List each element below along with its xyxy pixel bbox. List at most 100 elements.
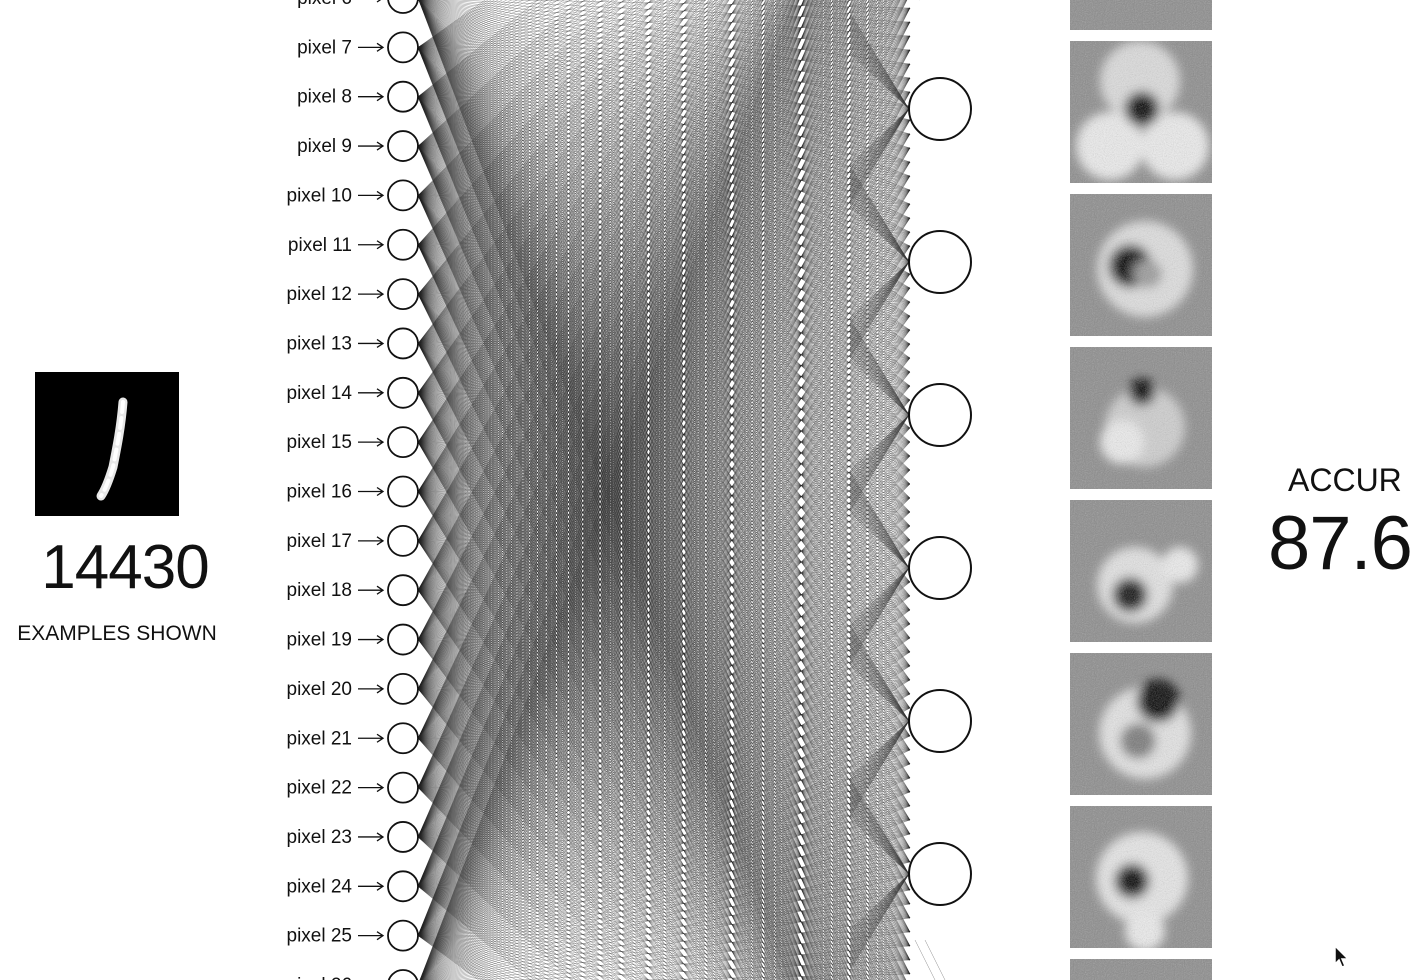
arrow-right-icon bbox=[358, 536, 385, 546]
arrow-right-icon bbox=[358, 388, 385, 398]
hidden-layer bbox=[908, 77, 972, 906]
input-neuron bbox=[387, 722, 419, 755]
hidden-neuron bbox=[908, 842, 972, 906]
arrow-right-icon bbox=[358, 832, 385, 842]
arrow-right-icon bbox=[358, 437, 385, 447]
input-node: pixel 7 bbox=[297, 31, 419, 64]
arrow-right-icon bbox=[358, 931, 385, 941]
arrow-right-icon bbox=[358, 486, 385, 497]
pixel-label: pixel 12 bbox=[287, 284, 353, 305]
input-layer: pixel 6 pixel 7 pixel 8 pixel 9 pixel 10 pixe… bbox=[287, 0, 419, 980]
input-neuron bbox=[387, 870, 419, 903]
weight-image bbox=[1070, 0, 1212, 30]
input-neuron bbox=[387, 80, 419, 113]
arrow-right-icon bbox=[358, 585, 385, 595]
input-neuron bbox=[387, 771, 419, 804]
input-node: pixel 17 bbox=[287, 524, 419, 557]
weight-image bbox=[1070, 806, 1212, 948]
input-node: pixel 25 bbox=[287, 919, 419, 952]
input-neuron bbox=[387, 673, 419, 705]
pixel-label: pixel 16 bbox=[287, 482, 353, 503]
examples-count: 14430 bbox=[41, 533, 209, 602]
input-neuron bbox=[387, 574, 419, 607]
pixel-label: pixel 19 bbox=[287, 630, 353, 651]
pixel-label: pixel 23 bbox=[287, 827, 353, 848]
input-neuron bbox=[387, 179, 419, 212]
input-neuron bbox=[387, 278, 419, 311]
arrow-right-icon bbox=[358, 635, 385, 645]
input-node: pixel 10 bbox=[287, 179, 419, 212]
pixel-label: pixel 26 bbox=[287, 975, 353, 980]
examples-label: EXAMPLES SHOWN bbox=[17, 622, 217, 645]
weight-image bbox=[1070, 41, 1212, 183]
pixel-label: pixel 14 bbox=[287, 383, 353, 404]
arrow-right-icon bbox=[376, 0, 382, 3]
hidden-neuron bbox=[908, 77, 972, 141]
pixel-label: pixel 13 bbox=[287, 333, 353, 354]
input-neuron bbox=[387, 31, 419, 64]
pixel-label: pixel 8 bbox=[297, 87, 352, 108]
input-neuron bbox=[387, 969, 419, 980]
input-neuron bbox=[387, 376, 419, 409]
input-neuron bbox=[387, 426, 419, 459]
hidden-neuron bbox=[908, 536, 972, 600]
input-neuron bbox=[387, 524, 419, 557]
input-neuron bbox=[387, 821, 419, 853]
hidden-output-links bbox=[849, 0, 946, 980]
arrow-right-icon bbox=[358, 42, 385, 52]
input-node: pixel 20 bbox=[287, 673, 419, 705]
hidden-neuron bbox=[908, 230, 972, 294]
sample-digit-image bbox=[35, 372, 179, 516]
pixel-label: pixel 20 bbox=[287, 679, 353, 700]
hidden-neuron bbox=[908, 689, 972, 753]
arrow-right-icon bbox=[358, 338, 385, 348]
pixel-label: pixel 15 bbox=[287, 432, 353, 453]
input-node: pixel 23 bbox=[287, 821, 419, 853]
input-node: pixel 9 bbox=[297, 130, 419, 162]
input-node: pixel 18 bbox=[287, 574, 419, 607]
input-node: pixel 11 bbox=[288, 228, 419, 261]
pixel-label: pixel 6 bbox=[297, 0, 352, 9]
input-node: pixel 8 bbox=[297, 80, 419, 113]
input-neuron bbox=[387, 623, 419, 656]
pixel-label: pixel 25 bbox=[287, 926, 353, 947]
handwritten-digit-one-icon bbox=[96, 397, 128, 501]
input-neuron bbox=[387, 327, 419, 360]
weight-image bbox=[1070, 194, 1212, 336]
input-node: pixel 21 bbox=[287, 722, 419, 755]
accuracy-label: ACCUR bbox=[1288, 462, 1402, 498]
pixel-label: pixel 18 bbox=[287, 580, 353, 601]
input-neuron bbox=[387, 919, 419, 952]
arrow-right-icon bbox=[358, 141, 385, 151]
arrow-right-icon bbox=[358, 783, 385, 793]
input-node: pixel 16 bbox=[287, 475, 419, 508]
input-neuron bbox=[387, 475, 419, 508]
weight-image bbox=[1070, 653, 1212, 795]
input-node: pixel 13 bbox=[287, 327, 419, 360]
input-neuron bbox=[387, 228, 419, 261]
input-node: pixel 26 bbox=[287, 969, 419, 980]
pixel-label: pixel 7 bbox=[297, 37, 352, 58]
arrow-right-icon bbox=[358, 240, 385, 250]
input-node: pixel 6 bbox=[297, 0, 419, 14]
pixel-label: pixel 17 bbox=[287, 531, 353, 552]
input-node: pixel 12 bbox=[287, 278, 419, 311]
mouse-pointer-icon bbox=[1333, 944, 1351, 975]
arrow-right-icon bbox=[358, 289, 385, 299]
pixel-label: pixel 21 bbox=[287, 728, 353, 749]
input-neuron bbox=[387, 130, 419, 162]
weight-image bbox=[1070, 347, 1212, 489]
arrow-right-icon bbox=[358, 733, 385, 743]
arrow-right-icon bbox=[358, 190, 385, 200]
weight-image bbox=[1070, 500, 1212, 642]
weight-images bbox=[1070, 0, 1212, 980]
input-node: pixel 22 bbox=[287, 771, 419, 804]
input-neuron bbox=[387, 0, 419, 14]
pixel-label: pixel 10 bbox=[287, 185, 353, 206]
input-node: pixel 24 bbox=[287, 870, 419, 903]
arrow-right-icon bbox=[358, 92, 385, 102]
connection-mesh bbox=[417, 0, 911, 980]
arrow-right-icon bbox=[358, 684, 385, 694]
arrow-right-icon bbox=[358, 881, 385, 891]
